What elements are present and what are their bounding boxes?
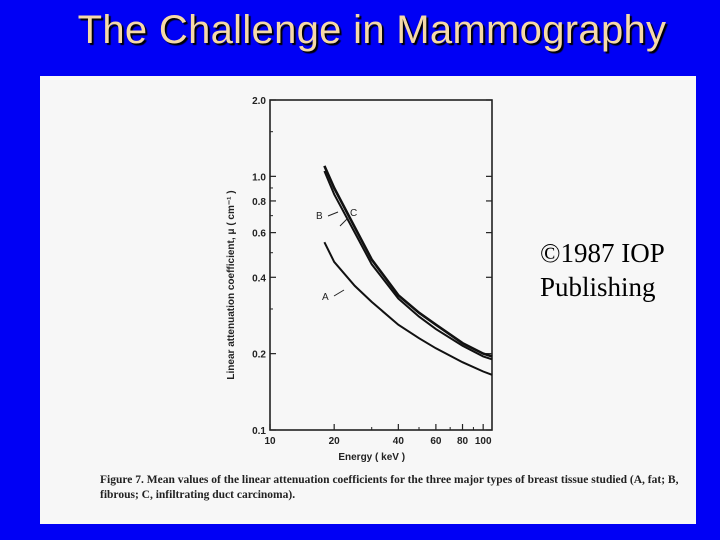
y-tick-label: 0.8 [252, 197, 266, 208]
x-tick-label: 100 [475, 436, 492, 447]
x-tick-label: 20 [329, 436, 341, 447]
x-tick-label: 60 [430, 436, 442, 447]
series-line-c [323, 165, 493, 358]
attenuation-chart: 0.1 0.2 0.4 0.6 0.8 1.0 2.0 10 20 40 60 80 100 Energy… [226, 96, 493, 463]
x-tick-label: 10 [264, 436, 276, 447]
plot-frame [269, 99, 493, 431]
series-line-b [323, 170, 493, 361]
x-axis-title: Energy ( keV ) [338, 452, 405, 463]
curve-label-c: C [350, 208, 357, 219]
y-tick-label: 0.6 [252, 229, 266, 240]
y-tick-label: 0.2 [252, 350, 266, 361]
y-tick-label: 0.1 [252, 426, 266, 437]
slide-title: The Challenge in Mammography [77, 8, 667, 52]
y-tick-label: 1.0 [252, 172, 266, 183]
leader-line-a [333, 289, 345, 297]
copyright-notice: ©1987 IOP Publishing [540, 238, 664, 302]
curve-label-a: A [322, 292, 329, 303]
y-tick-label: 2.0 [252, 96, 266, 107]
figure-scan: 0.1 0.2 0.4 0.6 0.8 1.0 2.0 10 20 40 60 80 100 Energy… [40, 76, 696, 524]
x-tick-label: 40 [393, 436, 405, 447]
x-tick-label: 80 [457, 436, 469, 447]
leader-line-b [327, 211, 339, 217]
figure-caption-lead: Figure 7. [100, 474, 144, 486]
y-tick-label: 0.4 [252, 273, 266, 284]
y-axis-title: Linear attenuation coefficient, μ ( cm⁻¹… [226, 190, 237, 379]
leader-line-c [339, 217, 349, 227]
curve-label-b: B [316, 211, 323, 222]
series-line-a [323, 241, 493, 376]
figure-caption: Figure 7. Mean values of the linear atte… [100, 473, 690, 503]
figure-caption-text: Mean values of the linear attenuation co… [100, 474, 679, 501]
